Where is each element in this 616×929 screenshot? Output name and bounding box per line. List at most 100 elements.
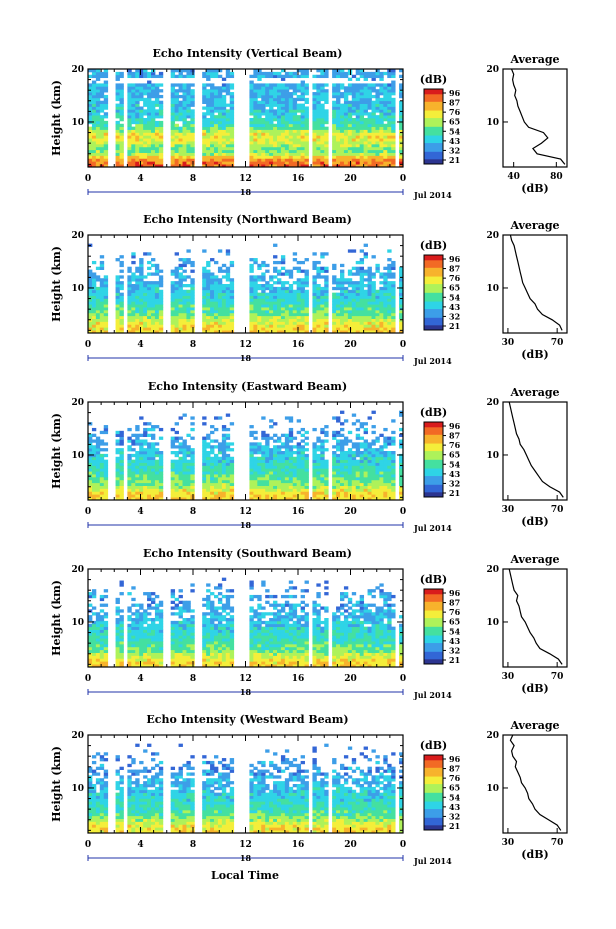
heatmap-cell: [190, 456, 195, 461]
heatmap-cell: [88, 69, 93, 73]
heatmap-cell: [324, 164, 329, 168]
heatmap-cell: [292, 152, 298, 156]
heatmap-cell: [91, 120, 97, 125]
heatmap-cell: [119, 92, 124, 96]
heatmap-cell: [371, 315, 376, 319]
heatmap-cell: [292, 74, 298, 79]
heatmap-cell: [359, 295, 365, 299]
heatmap-cell: [210, 146, 215, 151]
heatmap-cell: [88, 309, 93, 314]
heatmap-cell: [217, 123, 223, 128]
heatmap-cell: [217, 126, 223, 130]
heatmap-cell: [119, 292, 124, 296]
heatmap-cell: [277, 260, 282, 265]
heatmap-cell: [182, 451, 187, 455]
heatmap-cell: [261, 132, 266, 136]
heatmap-cell: [296, 164, 302, 168]
heatmap-cell: [131, 94, 136, 99]
heatmap-cell: [391, 89, 396, 93]
heatmap-cell: [265, 479, 270, 484]
colorbar-segment: [424, 298, 443, 301]
heatmap-cell: [115, 304, 120, 308]
heatmap-cell: [158, 281, 164, 285]
heatmap-cell: [202, 462, 207, 466]
heatmap-cell: [182, 138, 187, 142]
heatmap-cell: [375, 263, 380, 268]
heatmap-cell: [217, 152, 223, 156]
x-tick-label: 4: [137, 340, 143, 350]
heatmap-cell: [229, 488, 235, 492]
heatmap-cell: [221, 152, 227, 156]
heatmap-cell: [182, 445, 187, 449]
heatmap-cell: [170, 330, 176, 334]
heatmap-cell: [158, 94, 164, 99]
heatmap-cell: [91, 126, 97, 130]
heatmap-cell: [265, 312, 270, 317]
y-axis-label: Height (km): [50, 246, 63, 322]
heatmap-cell: [158, 126, 164, 130]
heatmap-cell: [363, 86, 368, 90]
heatmap-cell: [95, 488, 101, 492]
heatmap-cell: [88, 155, 93, 159]
heatmap-cell: [91, 86, 97, 90]
heatmap-cell: [387, 83, 392, 87]
heatmap-cell: [178, 115, 183, 119]
heatmap-cell: [343, 459, 349, 463]
heatmap-cell: [147, 92, 152, 96]
heatmap-cell: [206, 485, 211, 489]
heatmap-cell: [190, 118, 195, 122]
heatmap-cell: [143, 286, 148, 291]
heatmap-cell: [288, 109, 294, 113]
heatmap-cell: [217, 327, 223, 331]
heatmap-cell: [103, 321, 109, 325]
heatmap-cell: [127, 321, 132, 325]
heatmap-cell: [300, 485, 305, 489]
heatmap-cell: [174, 491, 179, 495]
heatmap-cell: [340, 129, 345, 133]
heatmap-cell: [217, 416, 223, 420]
heatmap-cell: [257, 471, 262, 475]
heatmap-cell: [147, 445, 152, 449]
heatmap-cell: [178, 298, 183, 302]
heatmap-cell: [115, 439, 120, 443]
heatmap-cell: [383, 92, 388, 96]
heatmap-cell: [399, 135, 404, 139]
heatmap-cell: [186, 284, 191, 288]
heatmap-cell: [115, 330, 120, 334]
heatmap-cell: [115, 149, 120, 153]
heatmap-cell: [300, 115, 305, 119]
heatmap-cell: [269, 321, 274, 325]
heatmap-cell: [316, 318, 321, 322]
heatmap-cell: [151, 106, 156, 110]
heatmap-cell: [119, 312, 124, 317]
heatmap-cell: [351, 272, 357, 276]
heatmap-cell: [103, 295, 109, 299]
heatmap-cell: [300, 155, 305, 159]
colorbar-segment: [424, 134, 443, 136]
heatmap-cell: [103, 141, 109, 145]
heatmap-cell: [249, 479, 254, 484]
heatmap-cell: [343, 327, 349, 331]
heatmap-cell: [158, 289, 164, 294]
heatmap-cell: [359, 258, 365, 262]
heatmap-cell: [99, 459, 105, 463]
heatmap-cell: [178, 109, 183, 113]
heatmap-cell: [300, 281, 305, 285]
heatmap-cell: [316, 307, 321, 311]
heatmap-cell: [280, 471, 286, 475]
heatmap-cell: [300, 488, 305, 492]
heatmap-cell: [186, 295, 191, 299]
heatmap-cell: [202, 324, 207, 328]
heatmap-cell: [147, 476, 152, 481]
heatmap-cell: [351, 309, 357, 314]
heatmap-cell: [324, 109, 329, 113]
heatmap-cell: [99, 307, 105, 311]
heatmap-cell: [359, 138, 365, 142]
heatmap-cell: [151, 445, 156, 449]
heatmap-cell: [178, 164, 183, 168]
heatmap-cell: [387, 112, 392, 116]
heatmap-cell: [351, 92, 357, 96]
heatmap-cell: [88, 465, 93, 469]
heatmap-cell: [324, 112, 329, 116]
